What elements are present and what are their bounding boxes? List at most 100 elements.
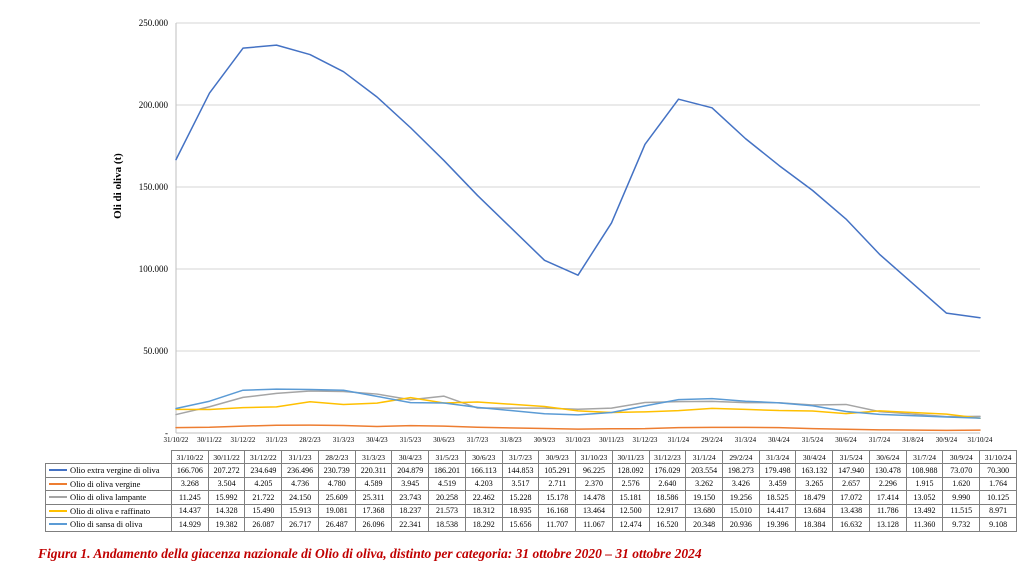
legend-line-swatch	[49, 523, 67, 526]
table-cell: 14.437	[171, 503, 209, 518]
table-column-header: 31/10/24	[979, 450, 1017, 464]
table-cell: 21.573	[428, 503, 466, 518]
table-cell: 13.464	[575, 503, 613, 518]
table-cell: 163.132	[795, 463, 834, 478]
table-cell: 2.296	[868, 476, 907, 491]
x-axis-label: 30/6/23	[433, 436, 455, 444]
line-chart: 250.000 200.000 150.000 100.000 50.000 - Oli d…	[112, 18, 993, 444]
table-column-header: 30/6/23	[464, 450, 503, 464]
table-cell: 8.971	[979, 503, 1017, 518]
table-cell: 2.576	[611, 476, 650, 491]
table-cell: 3.945	[391, 476, 430, 491]
table-cell: 12.500	[611, 503, 650, 518]
x-axis-label: 30/9/24	[936, 436, 958, 444]
table-cell: 20.258	[428, 490, 466, 505]
table-cell: 176.029	[648, 463, 687, 478]
table-cell: 166.113	[464, 463, 503, 478]
table-cell: 96.225	[575, 463, 613, 478]
x-axis-label: 30/6/24	[835, 436, 857, 444]
table-column-header: 31/12/23	[648, 450, 687, 464]
table-cell: 2.640	[648, 476, 687, 491]
table-cell: 15.992	[207, 490, 246, 505]
table-cell: 11.360	[905, 517, 944, 532]
table-cell: 2.370	[575, 476, 613, 491]
table-cell: 144.853	[501, 463, 540, 478]
table-column-header: 31/5/24	[832, 450, 870, 464]
y-tick-label: -	[165, 428, 168, 438]
table-cell: 18.586	[648, 490, 687, 505]
table-cell: 3.265	[795, 476, 834, 491]
series-line	[175, 388, 981, 419]
table-cell: 11.245	[171, 490, 209, 505]
table-cell: 3.426	[722, 476, 760, 491]
table-column-header: 31/7/24	[905, 450, 944, 464]
table-cell: 10.125	[979, 490, 1017, 505]
table-cell: 3.268	[171, 476, 209, 491]
table-cell: 13.680	[685, 503, 724, 518]
table-cell: 18.538	[428, 517, 466, 532]
y-tick-label: 50.000	[143, 346, 168, 356]
y-tick-label: 200.000	[139, 100, 169, 110]
table-cell: 25.311	[354, 490, 393, 505]
legend-line-swatch	[49, 469, 67, 472]
table-row: Olio di oliva vergine 3.268 3.504 4.205 4.73…	[45, 476, 1017, 491]
table-cell: 11.786	[868, 503, 907, 518]
table-cell: 17.368	[354, 503, 393, 518]
table-cell: 18.479	[795, 490, 834, 505]
table-cell: 13.684	[795, 503, 834, 518]
table-column-header: 30/9/23	[538, 450, 577, 464]
y-tick-label: 100.000	[139, 264, 169, 274]
table-cell: 4.780	[317, 476, 356, 491]
table-cell: 147.940	[832, 463, 870, 478]
table-cell: 19.396	[758, 517, 797, 532]
table-cell: 26.717	[281, 517, 319, 532]
table-cell: 3.459	[758, 476, 797, 491]
table-cell: 18.384	[795, 517, 834, 532]
table-cell: 19.081	[317, 503, 356, 518]
x-axis-label: 31/8/24	[902, 436, 924, 444]
table-cell: 14.328	[207, 503, 246, 518]
table-cell: 25.609	[317, 490, 356, 505]
series-line	[175, 424, 981, 432]
table-cell: 16.632	[832, 517, 870, 532]
table-cell: 19.382	[207, 517, 246, 532]
x-axis-label: 31/5/23	[400, 436, 422, 444]
legend-line-swatch	[49, 509, 67, 512]
table-cell: 15.656	[501, 517, 540, 532]
table-cell: 26.096	[354, 517, 393, 532]
table-column-header: 31/7/23	[501, 450, 540, 464]
x-axis-label: 31/3/23	[333, 436, 355, 444]
table-cell: 17.072	[832, 490, 870, 505]
table-column-header: 31/3/23	[354, 450, 393, 464]
table-cell: 2.711	[538, 476, 577, 491]
table-cell: 26.087	[244, 517, 283, 532]
table-cell: 4.589	[354, 476, 393, 491]
table-cell: 11.515	[942, 503, 981, 518]
x-axis-label: 30/11/23	[599, 436, 624, 444]
table-column-header: 31/12/22	[244, 450, 283, 464]
legend-label: Olio di sansa di oliva	[70, 519, 143, 530]
table-cell: 13.492	[905, 503, 944, 518]
legend-line-swatch	[49, 496, 67, 499]
table-column-header: 29/2/24	[722, 450, 760, 464]
table-cell: 203.554	[685, 463, 724, 478]
table-column-header: 30/11/22	[207, 450, 246, 464]
table-cell: 128.092	[611, 463, 650, 478]
y-axis-title: Oli di oliva (t)	[112, 153, 124, 219]
legend-line-swatch	[49, 482, 67, 485]
legend-item: Olio di sansa di oliva	[45, 517, 172, 532]
legend-label: Olio extra vergine di oliva	[70, 465, 160, 476]
legend-label: Olio di oliva e raffinato	[70, 505, 151, 516]
table-column-header: 30/9/24	[942, 450, 981, 464]
table-column-header: 31/1/24	[685, 450, 724, 464]
table-cell: 198.273	[722, 463, 760, 478]
x-axis-label: 31/8/23	[500, 436, 522, 444]
x-axis-label: 31/12/23	[633, 436, 658, 444]
table-cell: 186.201	[428, 463, 466, 478]
table-cell: 12.474	[611, 517, 650, 532]
x-axis-label: 31/7/24	[869, 436, 891, 444]
table-row: Olio di oliva lampante 11.245 15.992 21.722…	[45, 490, 1017, 505]
table-cell: 4.205	[244, 476, 283, 491]
table-column-header: 31/1/23	[281, 450, 319, 464]
table-cell: 130.478	[868, 463, 907, 478]
